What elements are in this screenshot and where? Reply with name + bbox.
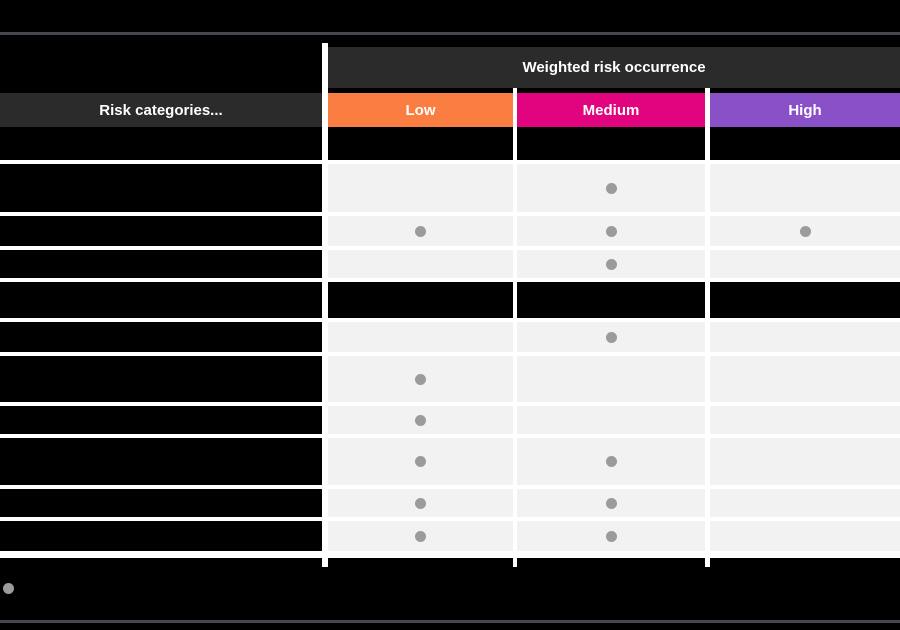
cell-high-row-6 xyxy=(710,322,900,352)
occurrence-dot-icon xyxy=(799,225,811,237)
occurrence-dot-icon xyxy=(415,414,426,426)
occurrence-dot-icon xyxy=(605,182,617,194)
cell-low-row-1 xyxy=(328,127,513,160)
occurrence-dot-icon xyxy=(415,497,426,509)
cell-medium-row-1 xyxy=(517,127,705,160)
table-row xyxy=(0,438,900,485)
table-row xyxy=(0,489,900,517)
row-label-redacted xyxy=(0,127,322,160)
table-row xyxy=(0,356,900,402)
occurrence-dot-icon xyxy=(605,456,617,467)
cell-medium-row-3 xyxy=(517,216,705,246)
column-header-medium-label: Medium xyxy=(582,101,640,119)
row-label-redacted xyxy=(0,250,322,278)
table-row xyxy=(0,164,900,212)
section-row xyxy=(0,282,900,318)
occurrence-dot-icon xyxy=(415,530,426,542)
row-categories-label: Risk categories... xyxy=(99,101,223,119)
group-header: Weighted risk occurrence xyxy=(328,47,900,88)
occurrence-dot-icon xyxy=(605,258,617,270)
occurrence-dot-icon xyxy=(605,497,617,509)
cell-medium-row-10 xyxy=(517,489,705,517)
legend-dot-icon xyxy=(3,583,14,594)
cell-medium-row-7 xyxy=(517,356,705,402)
table-body xyxy=(0,127,900,558)
cell-low-row-7 xyxy=(328,356,513,402)
cell-low-row-8 xyxy=(328,406,513,434)
occurrence-dot-icon xyxy=(415,225,426,237)
cell-low-row-9 xyxy=(328,438,513,485)
cell-medium-row-2 xyxy=(517,164,705,212)
bottom-rule xyxy=(0,620,900,623)
cell-high-row-8 xyxy=(710,406,900,434)
column-header-medium: Medium xyxy=(517,93,705,127)
occurrence-dot-icon xyxy=(415,373,426,385)
occurrence-dot-icon xyxy=(605,530,617,542)
cell-high-row-3 xyxy=(710,216,900,246)
cell-medium-row-5 xyxy=(517,282,705,318)
table-row xyxy=(0,322,900,352)
cell-high-row-4 xyxy=(710,250,900,278)
occurrence-dot-icon xyxy=(415,456,426,467)
cell-low-row-11 xyxy=(328,521,513,551)
cell-high-row-1 xyxy=(710,127,900,160)
cell-high-row-9 xyxy=(710,438,900,485)
row-categories-header: Risk categories... xyxy=(0,93,322,127)
table-row xyxy=(0,250,900,278)
row-label-redacted xyxy=(0,521,322,551)
column-header-high: High xyxy=(710,93,900,127)
row-label-redacted xyxy=(0,406,322,434)
cell-low-row-10 xyxy=(328,489,513,517)
cell-medium-row-9 xyxy=(517,438,705,485)
cell-medium-row-11 xyxy=(517,521,705,551)
cell-high-row-11 xyxy=(710,521,900,551)
cell-medium-row-6 xyxy=(517,322,705,352)
row-label-redacted xyxy=(0,282,322,318)
row-label-redacted xyxy=(0,438,322,485)
cell-high-row-10 xyxy=(710,489,900,517)
column-header-high-label: High xyxy=(788,101,822,119)
cell-low-row-5 xyxy=(328,282,513,318)
occurrence-dot-icon xyxy=(605,225,617,237)
cell-high-row-2 xyxy=(710,164,900,212)
column-header-low-label: Low xyxy=(405,101,436,119)
cell-high-row-5 xyxy=(710,282,900,318)
cell-low-row-6 xyxy=(328,322,513,352)
cell-low-row-3 xyxy=(328,216,513,246)
cell-medium-row-8 xyxy=(517,406,705,434)
column-header-low: Low xyxy=(328,93,513,127)
section-row xyxy=(0,127,900,160)
cell-low-row-4 xyxy=(328,250,513,278)
cell-high-row-7 xyxy=(710,356,900,402)
row-label-redacted xyxy=(0,164,322,212)
row-label-redacted xyxy=(0,356,322,402)
table-row xyxy=(0,406,900,434)
group-header-label: Weighted risk occurrence xyxy=(522,59,706,76)
top-rule xyxy=(0,32,900,35)
cell-low-row-2 xyxy=(328,164,513,212)
cell-medium-row-4 xyxy=(517,250,705,278)
row-label-redacted xyxy=(0,322,322,352)
table-row xyxy=(0,521,900,551)
row-label-redacted xyxy=(0,216,322,246)
occurrence-dot-icon xyxy=(605,331,617,343)
row-label-redacted xyxy=(0,489,322,517)
table-row xyxy=(0,216,900,246)
